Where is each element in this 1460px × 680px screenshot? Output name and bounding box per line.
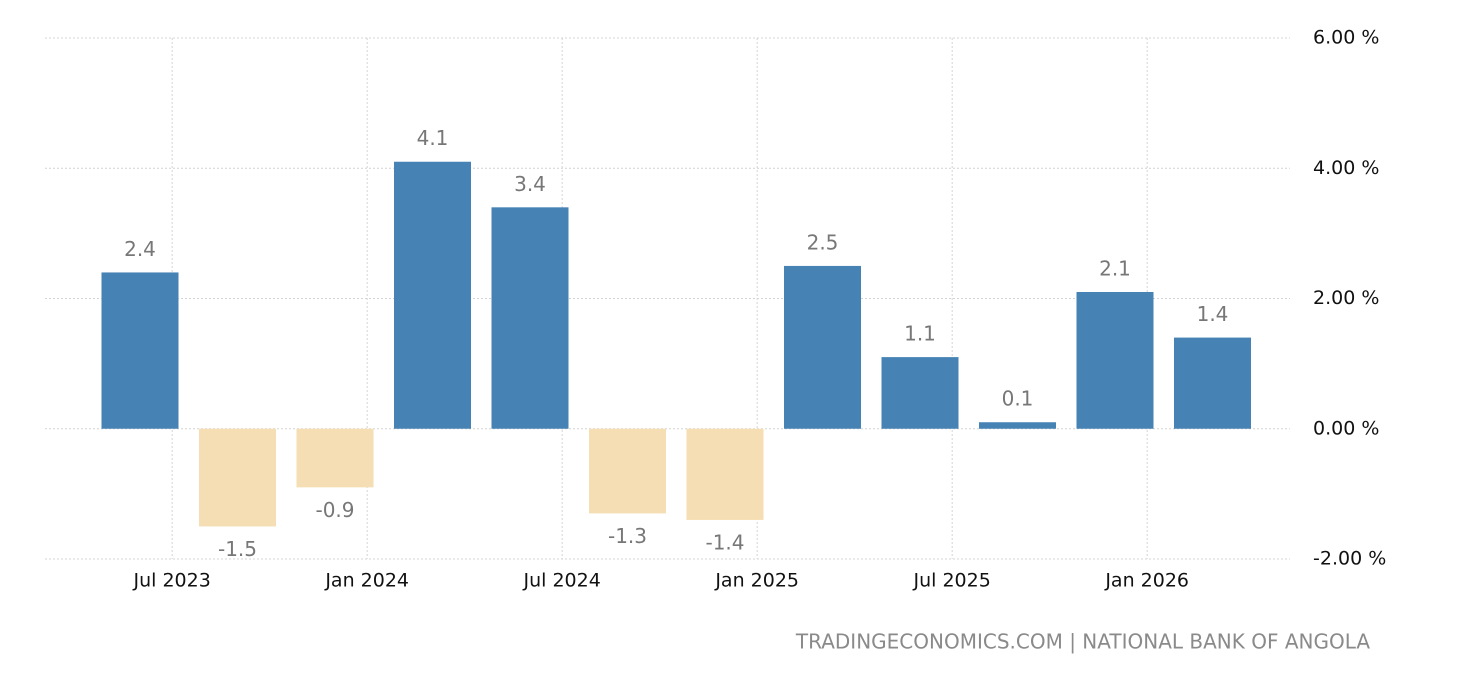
data-label: 1.1	[904, 322, 936, 346]
x-tick-label: Jul 2025	[913, 570, 991, 592]
data-label: 2.4	[124, 237, 156, 261]
bar	[881, 357, 959, 429]
x-tick-label: Jan 2025	[714, 570, 799, 592]
y-tick-label: 4.00 %	[1313, 157, 1379, 179]
y-tick-label: -2.00 %	[1313, 548, 1386, 570]
bar	[686, 428, 764, 520]
bar	[101, 272, 179, 429]
bar	[296, 428, 374, 488]
data-label: 3.4	[514, 172, 546, 196]
bar	[1174, 337, 1251, 429]
bar	[491, 207, 569, 429]
data-label: 4.1	[417, 126, 449, 150]
x-tick-label: Jul 2024	[523, 570, 601, 592]
source: TRADINGECONOMICS.COM | NATIONAL BANK OF …	[795, 630, 1370, 654]
x-tick-label: Jul 2023	[133, 570, 211, 592]
y-tick-label: 0.00 %	[1313, 417, 1379, 439]
bar	[979, 422, 1056, 429]
y-tick-label: 2.00 %	[1313, 287, 1379, 309]
bar	[394, 161, 471, 429]
x-tick-label: Jan 2026	[1104, 570, 1189, 592]
data-label: 2.1	[1099, 256, 1131, 280]
bar	[784, 265, 861, 429]
bar	[199, 428, 276, 527]
bar	[1076, 291, 1154, 429]
data-label: 2.5	[807, 230, 839, 254]
bar	[589, 428, 666, 514]
data-label: -1.3	[608, 524, 647, 548]
data-label: -1.4	[705, 530, 744, 554]
y-tick-label: 6.00 %	[1313, 27, 1379, 49]
data-label: 1.4	[1197, 302, 1229, 326]
data-label: 0.1	[1002, 387, 1034, 411]
x-tick-label: Jan 2024	[324, 570, 409, 592]
data-label: -1.5	[218, 537, 257, 561]
data-label: -0.9	[315, 498, 354, 522]
